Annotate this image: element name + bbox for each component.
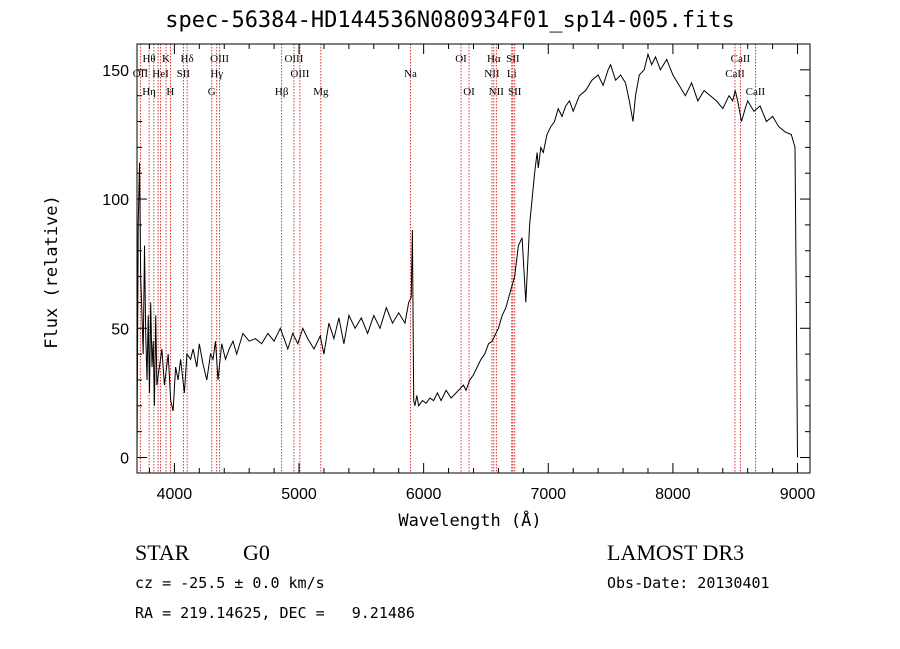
y-axis-label: Flux (relative): [42, 195, 62, 349]
y-tick-label: 150: [102, 63, 129, 80]
line-marker-label: OIII: [284, 53, 303, 65]
observation-date: Obs-Date: 20130401: [607, 574, 770, 592]
y-tick-label: 0: [120, 450, 129, 467]
line-marker-labels: OIIHθHηHeIKHSIIHδGHγOIIIHβOIIIOIIIMgNaOI…: [133, 53, 766, 98]
x-axis: 4000 5000 6000 7000 8000 9000: [148, 44, 816, 503]
line-marker-label: SII: [177, 68, 191, 80]
line-marker-label: OIII: [290, 68, 309, 80]
line-markers: [139, 44, 756, 473]
line-marker-label: H: [166, 86, 174, 98]
line-marker-label: Li: [507, 68, 517, 80]
line-marker-label: OI: [455, 53, 467, 65]
line-marker-label: Na: [404, 68, 417, 80]
line-marker-label: Mg: [313, 86, 329, 98]
line-marker-label: Hη: [142, 86, 156, 98]
line-marker-label: HeI: [152, 68, 169, 80]
line-marker-label: Hβ: [275, 86, 289, 98]
x-tick-label: 5000: [281, 486, 317, 503]
line-marker-label: Hδ: [181, 53, 194, 65]
line-marker-label: SII: [506, 53, 520, 65]
x-tick-label: 9000: [780, 486, 816, 503]
plot-frame: [136, 43, 811, 474]
line-marker-label: CaII: [746, 86, 766, 98]
line-marker-label: CaII: [731, 53, 751, 65]
line-marker-label: Hθ: [142, 53, 155, 65]
x-tick-label: 4000: [157, 486, 193, 503]
y-tick-label: 100: [102, 192, 129, 209]
object-subclass: G0: [243, 540, 270, 565]
y-tick-label: 50: [111, 321, 129, 338]
ra-dec: RA = 219.14625, DEC = 9.21486: [135, 604, 415, 622]
object-class: STAR: [135, 540, 190, 565]
line-marker-label: SII: [508, 86, 522, 98]
line-marker-label: Hα: [487, 53, 501, 65]
line-marker-label: NII: [489, 86, 505, 98]
redshift-cz: cz = -25.5 ± 0.0 km/s: [135, 574, 325, 592]
spectrum-line: [136, 52, 798, 458]
line-marker-label: OI: [463, 86, 475, 98]
y-axis: 0 50 100 150: [102, 63, 810, 467]
line-marker-label: G: [208, 86, 216, 98]
x-tick-label: 8000: [655, 486, 691, 503]
x-axis-label: Wavelength (Å): [398, 511, 542, 531]
line-marker-label: K: [162, 53, 170, 65]
x-tick-label: 7000: [530, 486, 566, 503]
line-marker-label: NII: [484, 68, 500, 80]
line-marker-label: Hγ: [210, 68, 223, 80]
x-tick-label: 6000: [406, 486, 442, 503]
line-marker-label: CaII: [725, 68, 745, 80]
survey-name: LAMOST DR3: [607, 540, 745, 565]
line-marker-label: OIII: [210, 53, 229, 65]
chart-title: spec-56384-HD144536N080934F01_sp14-005.f…: [165, 8, 735, 33]
